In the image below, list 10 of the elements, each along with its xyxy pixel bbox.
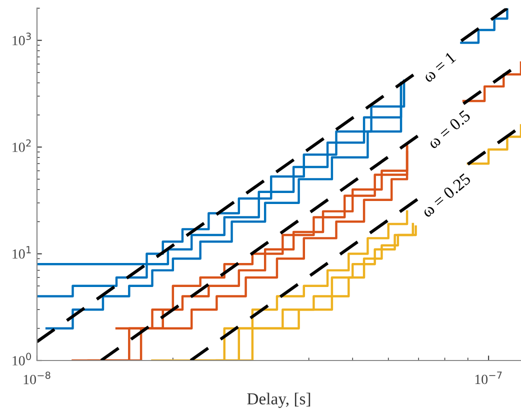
y-tick-label: 10$^{0}$ — [12, 352, 31, 366]
y-tick-label: 10$^{1}$ — [12, 246, 31, 259]
annotation: ω = 1 — [422, 52, 456, 83]
x-axis-title: Delay, [s] — [247, 392, 310, 408]
y-tick-label: 10$^{3}$ — [12, 32, 31, 46]
x-tick-label: 10$^{−7}$ — [475, 372, 502, 384]
y-tick-label: 10$^{2}$ — [12, 139, 31, 152]
x-tick-label: 10$^{−8}$ — [24, 372, 50, 384]
annotation: ω = 0.25 — [420, 172, 472, 218]
annotation: ω = 0.5 — [426, 110, 472, 150]
